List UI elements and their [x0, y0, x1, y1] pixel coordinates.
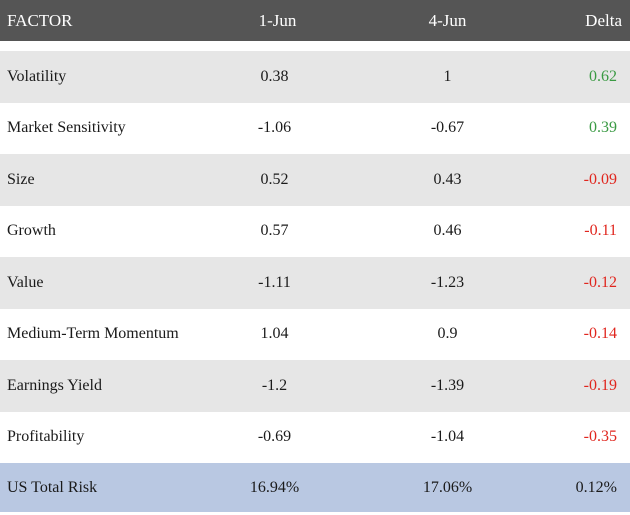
value-delta: -0.12 [583, 273, 617, 291]
total-row: US Total Risk 16.94% 17.06% 0.12% [0, 463, 630, 512]
factor-name: Earnings Yield [7, 376, 102, 394]
total-value-date2: 17.06% [422, 478, 473, 496]
factor-name: Value [7, 273, 44, 291]
header-factor: FACTOR [7, 10, 73, 30]
total-value-date1: 16.94% [249, 478, 300, 496]
total-value-delta: 0.12% [575, 478, 617, 496]
value-delta: -0.14 [583, 325, 617, 343]
total-factor-name: US Total Risk [7, 478, 98, 496]
header-date1: 1-Jun [258, 10, 297, 30]
table-row: Size 0.52 0.43 -0.09 [0, 154, 630, 206]
value-date1: -1.11 [258, 273, 291, 291]
value-date1: 0.57 [260, 222, 289, 240]
header-date2: 4-Jun [428, 10, 467, 30]
table-row: Volatility 0.38 1 0.62 [0, 51, 630, 103]
value-date1: -0.69 [257, 428, 292, 446]
value-date2: 0.9 [437, 325, 458, 343]
value-date2: -0.67 [430, 119, 465, 137]
value-delta: -0.09 [583, 170, 617, 188]
factor-name: Growth [7, 222, 56, 240]
value-date1: 1.04 [260, 325, 289, 343]
value-date2: -1.39 [430, 376, 465, 394]
value-date2: -1.04 [430, 428, 465, 446]
value-delta: 0.62 [589, 67, 617, 85]
value-delta: 0.39 [589, 119, 617, 137]
header-row: FACTOR 1-Jun 4-Jun Delta [0, 0, 630, 41]
value-delta: -0.35 [583, 428, 617, 446]
table-row: Medium-Term Momentum 1.04 0.9 -0.14 [0, 308, 630, 360]
factor-name: Profitability [7, 428, 85, 446]
value-date1: 0.38 [260, 67, 289, 85]
value-delta: -0.19 [583, 376, 617, 394]
table-row: Earnings Yield -1.2 -1.39 -0.19 [0, 360, 630, 412]
value-date1: -1.06 [257, 119, 292, 137]
value-delta: -0.11 [584, 222, 617, 240]
table-row: Value -1.11 -1.23 -0.12 [0, 257, 630, 309]
table-row: Market Sensitivity -1.06 -0.67 0.39 [0, 102, 630, 154]
header-delta: Delta [585, 10, 622, 30]
value-date1: 0.52 [260, 170, 289, 188]
header-gap [0, 41, 630, 51]
table-body: Volatility 0.38 1 0.62 Market Sensitivit… [0, 41, 630, 512]
factor-name: Market Sensitivity [7, 119, 126, 137]
factor-name: Volatility [7, 67, 67, 85]
table-row: Growth 0.57 0.46 -0.11 [0, 205, 630, 257]
value-date2: 1 [443, 67, 452, 85]
table-header: FACTOR 1-Jun 4-Jun Delta [0, 0, 630, 41]
value-date2: -1.23 [430, 273, 465, 291]
table-row: Profitability -0.69 -1.04 -0.35 [0, 411, 630, 463]
factor-name: Medium-Term Momentum [7, 325, 179, 343]
value-date2: 0.43 [433, 170, 462, 188]
factor-name: Size [7, 170, 35, 188]
value-date2: 0.46 [433, 222, 462, 240]
value-date1: -1.2 [261, 376, 288, 394]
